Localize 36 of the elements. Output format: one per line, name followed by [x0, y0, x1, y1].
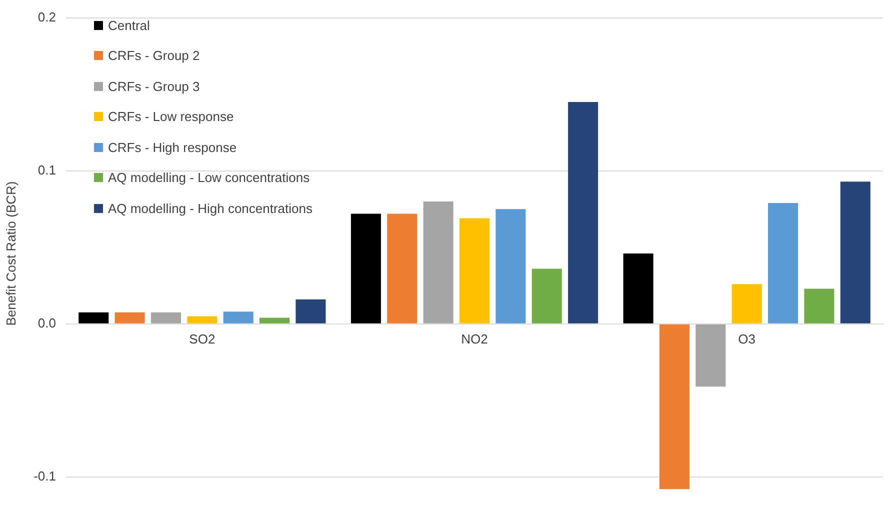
x-tick-label: O3 [738, 331, 756, 346]
bar [459, 218, 490, 324]
y-axis-title: Benefit Cost Ratio (BCR) [3, 181, 18, 326]
legend-label: CRFs - Group 2 [108, 48, 200, 64]
bar [623, 254, 654, 324]
bar [532, 268, 562, 324]
bar [260, 318, 290, 324]
legend-label: AQ modelling - High concentrations [108, 200, 312, 216]
bar [387, 214, 418, 324]
bar [78, 312, 109, 324]
bar [423, 201, 454, 324]
bar [223, 312, 254, 324]
x-tick-label: NO2 [461, 331, 488, 346]
bar [659, 324, 690, 490]
bar [840, 182, 870, 324]
bar [187, 316, 218, 324]
legend-label: CRFs - Group 3 [108, 78, 200, 94]
legend-label: AQ modelling - Low concentrations [108, 170, 310, 186]
bar [496, 209, 526, 324]
legend-label: CRFs - Low response [108, 109, 234, 124]
bar [696, 324, 726, 387]
bar [804, 288, 834, 324]
y-tick-label: 0.0 [38, 315, 56, 330]
y-tick-label: -0.1 [34, 468, 56, 484]
bar [150, 312, 181, 324]
bar [568, 102, 598, 324]
x-tick-label: SO2 [189, 331, 216, 346]
bar [768, 202, 798, 324]
legend-label: CRFs - High response [108, 140, 237, 155]
bar [114, 312, 145, 324]
bar [296, 299, 326, 324]
y-tick-label: 0.1 [38, 162, 56, 178]
bar [732, 284, 762, 324]
legend-label: Central [108, 18, 150, 33]
bar [350, 214, 381, 324]
y-tick-label: 0.2 [38, 9, 56, 24]
